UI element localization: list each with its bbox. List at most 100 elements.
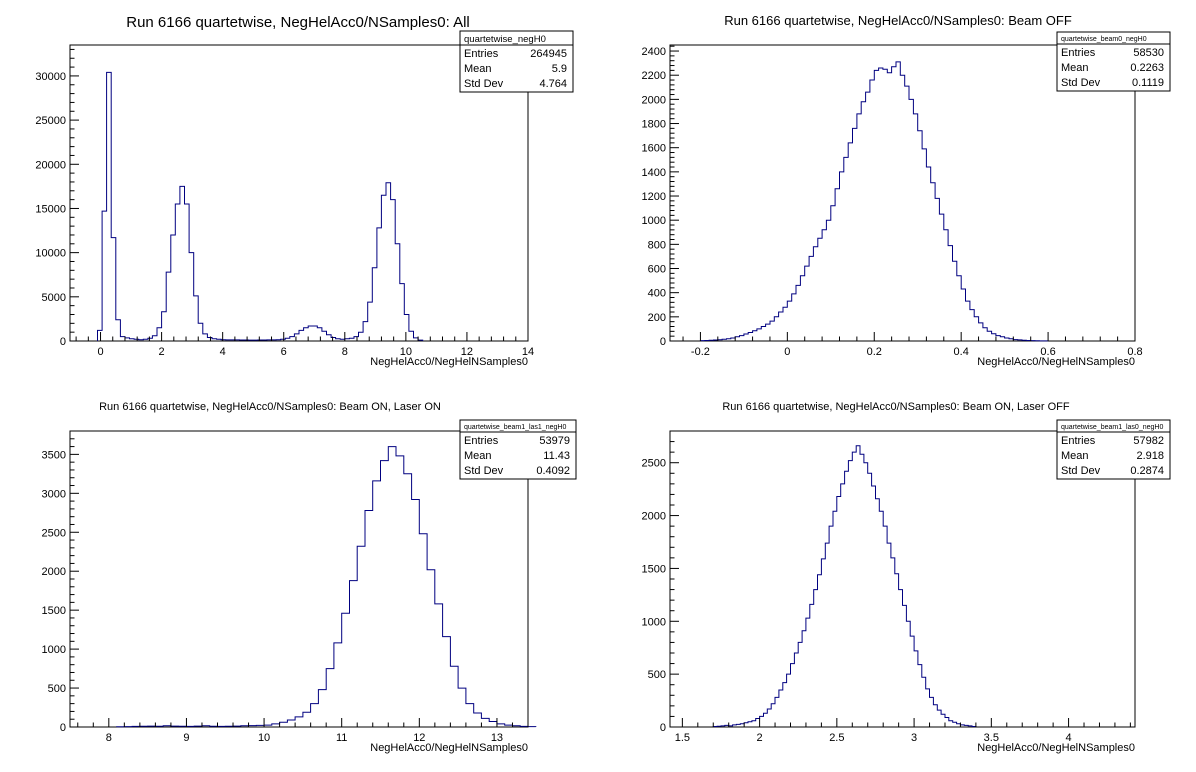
y-tick-label: 1000 (42, 644, 66, 656)
histogram-pad-all: Run 6166 quartetwise, NegHelAcc0/NSample… (35, 14, 574, 368)
plot-frame (69, 44, 529, 342)
histogram-pad-beam-off: Run 6166 quartetwise, NegHelAcc0/NSample… (642, 13, 1171, 368)
stats-value: 57982 (1133, 435, 1164, 447)
y-tick-label: 2000 (642, 94, 666, 106)
x-tick-label: 0 (784, 346, 790, 358)
y-tick-label: 500 (48, 683, 66, 695)
x-tick-label: 4 (220, 346, 226, 358)
x-tick-label: 4 (1066, 732, 1072, 744)
stats-label: Std Dev (1061, 77, 1101, 89)
chart-title: Run 6166 quartetwise, NegHelAcc0/NSample… (126, 14, 470, 31)
stats-box (459, 30, 574, 93)
chart-title: Run 6166 quartetwise, NegHelAcc0/NSample… (722, 401, 1070, 413)
y-tick-label: 2500 (642, 458, 666, 470)
chart-title: Run 6166 quartetwise, NegHelAcc0/NSample… (99, 401, 441, 413)
plot-frame (669, 44, 1136, 342)
x-tick-label: 0.2 (867, 346, 882, 358)
y-tick-label: 1000 (642, 616, 666, 628)
x-tick-label: 0 (97, 346, 103, 358)
x-tick-label: 0.8 (1127, 346, 1142, 358)
stats-label: Entries (1061, 47, 1096, 59)
histogram-pad-beam-on-laser-on: Run 6166 quartetwise, NegHelAcc0/NSample… (42, 401, 577, 754)
y-tick-label: 400 (648, 288, 666, 300)
stats-value: 0.2263 (1130, 62, 1164, 74)
histogram-line (712, 445, 977, 727)
stats-label: Mean (464, 450, 492, 462)
x-tick-label: 0.6 (1040, 346, 1055, 358)
y-tick-label: 200 (648, 312, 666, 324)
stats-histogram-name: quartetwise_beam1_las0_negH0 (1061, 424, 1163, 431)
y-tick-label: 2000 (642, 511, 666, 523)
y-tick-label: 2000 (42, 566, 66, 578)
y-tick-label: 1000 (642, 215, 666, 227)
y-tick-label: 5000 (42, 292, 66, 304)
x-tick-label: 13 (491, 732, 503, 744)
x-tick-label: 2 (159, 346, 165, 358)
stats-label: Std Dev (1061, 465, 1101, 477)
y-tick-label: 1600 (642, 143, 666, 155)
y-tick-label: 0 (660, 336, 666, 348)
stats-box (1056, 31, 1171, 92)
y-tick-label: 500 (648, 669, 666, 681)
stats-label: Entries (464, 48, 499, 60)
x-tick-label: 2 (757, 732, 763, 744)
y-tick-label: 0 (60, 336, 66, 348)
y-tick-label: 2500 (42, 527, 66, 539)
stats-value: 264945 (530, 48, 567, 60)
x-tick-label: 12 (461, 346, 473, 358)
x-tick-label: 6 (281, 346, 287, 358)
x-tick-label: 3 (911, 732, 917, 744)
histogram-line (116, 446, 537, 728)
stats-label: Mean (1061, 450, 1089, 462)
stats-value: 53979 (539, 435, 570, 447)
y-tick-label: 25000 (35, 115, 66, 127)
y-tick-label: 600 (648, 264, 666, 276)
y-tick-label: 1500 (642, 563, 666, 575)
x-tick-label: 2.5 (829, 732, 844, 744)
y-tick-label: 2400 (642, 46, 666, 58)
y-tick-label: 1200 (642, 191, 666, 203)
y-tick-label: 15000 (35, 203, 66, 215)
y-tick-label: 3500 (42, 449, 66, 461)
x-axis-label: NegHelAcc0/NegHelNSamples0 (977, 742, 1135, 754)
stats-box (459, 419, 577, 480)
x-tick-label: 8 (106, 732, 112, 744)
plot-frame (69, 430, 529, 728)
y-tick-label: 0 (660, 722, 666, 734)
x-axis-label: NegHelAcc0/NegHelNSamples0 (977, 356, 1135, 368)
x-tick-label: 14 (522, 346, 534, 358)
chart-title: Run 6166 quartetwise, NegHelAcc0/NSample… (724, 13, 1072, 28)
y-tick-label: 0 (60, 722, 66, 734)
stats-histogram-name: quartetwise_beam0_negH0 (1061, 36, 1147, 43)
stats-value: 58530 (1133, 47, 1164, 59)
x-tick-label: 3.5 (984, 732, 999, 744)
stats-label: Entries (464, 435, 499, 447)
stats-label: Std Dev (464, 78, 504, 90)
x-tick-label: 8 (342, 346, 348, 358)
stats-value: 4.764 (539, 78, 567, 90)
x-tick-label: 11 (336, 732, 347, 744)
y-tick-label: 3000 (42, 488, 66, 500)
y-tick-label: 1800 (642, 119, 666, 131)
y-tick-label: 800 (648, 239, 666, 251)
x-axis-label: NegHelAcc0/NegHelNSamples0 (370, 356, 528, 368)
stats-value: 0.2874 (1130, 465, 1164, 477)
x-tick-label: 12 (413, 732, 425, 744)
y-tick-label: 1400 (642, 167, 666, 179)
stats-value: 5.9 (552, 63, 567, 75)
y-tick-label: 10000 (35, 248, 66, 260)
histogram-line (699, 61, 1049, 342)
stats-value: 2.918 (1136, 450, 1164, 462)
stats-label: Mean (464, 63, 492, 75)
stats-histogram-name: quartetwise_beam1_las1_negH0 (464, 424, 566, 431)
stats-label: Std Dev (464, 465, 504, 477)
stats-value: 11.43 (543, 450, 570, 462)
x-tick-label: 0.4 (954, 346, 969, 358)
y-tick-label: 20000 (35, 159, 66, 171)
x-tick-label: 10 (400, 346, 412, 358)
stats-histogram-name: quartetwise_negH0 (464, 34, 546, 45)
y-tick-label: 30000 (35, 71, 66, 83)
x-axis-label: NegHelAcc0/NegHelNSamples0 (370, 742, 528, 754)
x-tick-label: -0.2 (691, 346, 710, 358)
y-tick-label: 1500 (42, 605, 66, 617)
